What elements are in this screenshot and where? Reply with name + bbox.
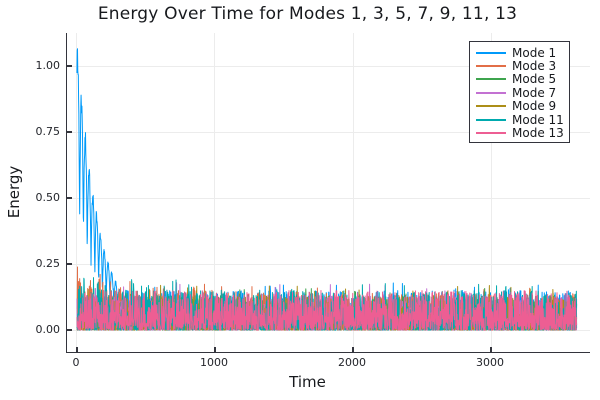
legend-item: Mode 1 xyxy=(470,45,569,60)
plot-area xyxy=(66,33,590,353)
legend-label: Mode 7 xyxy=(512,85,557,100)
legend-item: Mode 11 xyxy=(470,112,569,127)
legend-label: Mode 9 xyxy=(512,99,557,114)
legend-label: Mode 11 xyxy=(512,112,564,127)
x-tick-label: 0 xyxy=(72,356,80,369)
legend: Mode 1 Mode 3 Mode 5 Mode 7 Mode 9 Mode 11 Mod… xyxy=(469,41,570,143)
x-axis-label: Time xyxy=(289,373,326,391)
legend-swatch-line xyxy=(476,78,506,81)
legend-swatch-line xyxy=(476,105,506,108)
y-tick-label: 1.00 xyxy=(35,59,61,72)
x-tick-label: 2000 xyxy=(338,356,366,369)
legend-swatch-line xyxy=(476,51,506,54)
y-tick-label: 0.50 xyxy=(35,191,61,205)
legend-item: Mode 13 xyxy=(470,126,569,141)
legend-item: Mode 5 xyxy=(470,72,569,87)
legend-label: Mode 13 xyxy=(512,126,564,141)
legend-label: Mode 5 xyxy=(512,72,557,87)
y-tick-label: 0.25 xyxy=(35,257,61,271)
y-tick-label: 0.00 xyxy=(35,323,61,337)
legend-label: Mode 1 xyxy=(512,45,557,60)
legend-swatch-line xyxy=(476,132,506,135)
legend-swatch-line xyxy=(476,65,506,68)
legend-label: Mode 3 xyxy=(512,59,557,74)
legend-item: Mode 9 xyxy=(470,99,569,114)
legend-item: Mode 7 xyxy=(470,85,569,100)
legend-item: Mode 3 xyxy=(470,59,569,74)
x-tick-label: 3000 xyxy=(476,356,505,369)
y-tick-label: 0.75 xyxy=(35,125,61,139)
legend-swatch-line xyxy=(476,91,506,94)
x-tick-label: 1000 xyxy=(199,356,228,369)
plot-title: Energy Over Time for Modes 1, 3, 5, 7, 9… xyxy=(97,4,518,24)
legend-swatch-line xyxy=(476,118,506,121)
